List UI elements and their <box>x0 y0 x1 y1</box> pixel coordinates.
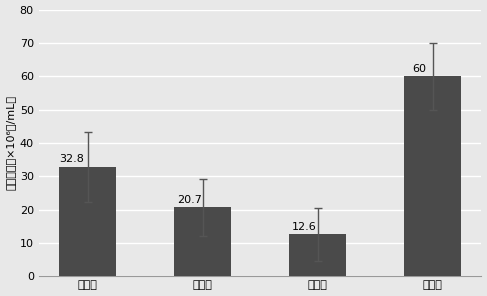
Text: 12.6: 12.6 <box>292 222 317 231</box>
Text: 20.7: 20.7 <box>177 194 202 205</box>
Text: 32.8: 32.8 <box>59 154 84 164</box>
Y-axis label: 细菌浓度（×10⁶个/mL）: 细菌浓度（×10⁶个/mL） <box>5 95 16 190</box>
Text: 60: 60 <box>412 64 426 74</box>
Bar <box>59 167 116 276</box>
Bar <box>404 76 461 276</box>
Bar <box>289 234 346 276</box>
Bar <box>174 207 231 276</box>
